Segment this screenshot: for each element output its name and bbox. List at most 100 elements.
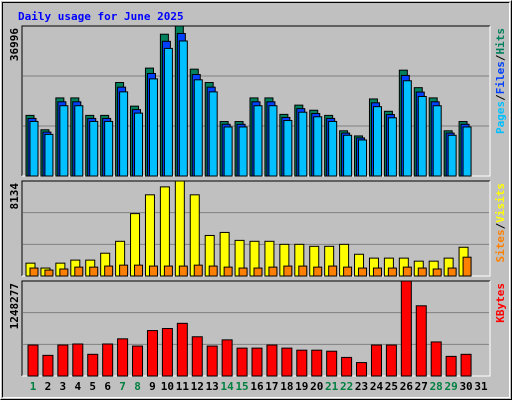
- x-tick-label: 11: [176, 380, 190, 393]
- legend-separator: /: [494, 54, 507, 61]
- bar: [268, 105, 278, 177]
- bar: [387, 267, 397, 277]
- bar: [447, 267, 457, 277]
- bar: [296, 349, 308, 377]
- bar: [266, 344, 278, 377]
- bar: [27, 344, 39, 377]
- bar: [161, 328, 173, 377]
- bar: [415, 305, 427, 377]
- panel-shadow: [21, 180, 490, 276]
- bar: [356, 362, 368, 377]
- panel-shadow: [21, 25, 490, 176]
- x-tick-label: 6: [104, 380, 111, 393]
- legend: Pages/Files/Hits: [494, 28, 507, 134]
- x-tick-label: 16: [250, 380, 264, 393]
- bar: [193, 264, 203, 277]
- chart-title: Daily usage for June 2025: [18, 10, 184, 23]
- legend-entry: Visits: [494, 183, 507, 223]
- bar: [430, 341, 442, 377]
- bar: [283, 265, 293, 277]
- bar: [148, 265, 158, 277]
- x-tick-label: 24: [370, 380, 384, 393]
- bar: [298, 265, 308, 277]
- bar: [223, 126, 233, 177]
- x-tick-label: 2: [45, 380, 52, 393]
- bar: [372, 267, 382, 277]
- bar: [206, 345, 218, 377]
- x-tick-label: 20: [310, 380, 323, 393]
- x-tick-label: 10: [161, 380, 174, 393]
- bar: [102, 343, 114, 377]
- bar: [159, 186, 170, 277]
- bar: [189, 194, 200, 277]
- bar: [372, 106, 382, 177]
- bar: [341, 356, 353, 377]
- bar: [146, 330, 158, 377]
- bar: [311, 349, 323, 377]
- x-tick-label: 1: [30, 380, 37, 393]
- bar: [298, 111, 308, 177]
- bar: [447, 134, 457, 177]
- bar: [134, 264, 144, 277]
- x-tick-label: 4: [74, 380, 81, 393]
- bar: [328, 120, 338, 177]
- x-tick-label: 25: [385, 380, 398, 393]
- bar: [59, 268, 69, 277]
- bar: [253, 267, 263, 277]
- bar: [208, 265, 218, 277]
- bar: [221, 339, 233, 377]
- bar: [44, 269, 54, 277]
- legend-entry: Pages: [494, 101, 507, 134]
- bar: [134, 112, 144, 177]
- legend: Sites/Visits: [494, 183, 507, 263]
- bar: [358, 267, 368, 277]
- bar: [104, 265, 114, 277]
- x-tick-label: 29: [445, 380, 458, 393]
- bar: [163, 47, 173, 177]
- bar: [385, 344, 397, 377]
- bar: [432, 268, 442, 277]
- bar: [343, 266, 353, 277]
- x-tick-label: 3: [60, 380, 67, 393]
- bar: [89, 120, 99, 177]
- x-tick-label: 26: [400, 380, 414, 393]
- x-tick-label: 7: [119, 380, 126, 393]
- x-tick-label: 22: [340, 380, 353, 393]
- bar: [387, 117, 397, 177]
- legend: KBytes: [494, 283, 507, 323]
- legend-separator: /: [494, 94, 507, 101]
- bar: [72, 343, 84, 377]
- x-tick-label: 23: [355, 380, 368, 393]
- bar: [148, 78, 158, 177]
- bar: [89, 266, 99, 277]
- x-tick-label: 31: [474, 380, 488, 393]
- bar: [74, 105, 84, 177]
- x-tick-label: 12: [191, 380, 204, 393]
- bar: [191, 336, 203, 377]
- bar: [328, 265, 338, 277]
- bar: [208, 91, 218, 177]
- legend-separator: /: [494, 222, 507, 229]
- x-tick-label: 9: [149, 380, 156, 393]
- bar: [144, 194, 155, 277]
- bar: [400, 280, 412, 377]
- x-tick-label: 13: [206, 380, 219, 393]
- y-tick-label: 36996: [8, 28, 21, 61]
- panel-shadow: [21, 280, 490, 376]
- bar: [370, 344, 382, 377]
- bar: [74, 266, 84, 277]
- bar: [163, 265, 173, 277]
- bar: [29, 120, 39, 177]
- bar: [178, 40, 188, 177]
- bar: [462, 126, 472, 177]
- bar: [119, 264, 129, 277]
- bar: [44, 133, 54, 177]
- bar: [132, 345, 144, 377]
- legend-entry: Sites: [494, 229, 507, 262]
- legend-entry: Hits: [494, 28, 507, 55]
